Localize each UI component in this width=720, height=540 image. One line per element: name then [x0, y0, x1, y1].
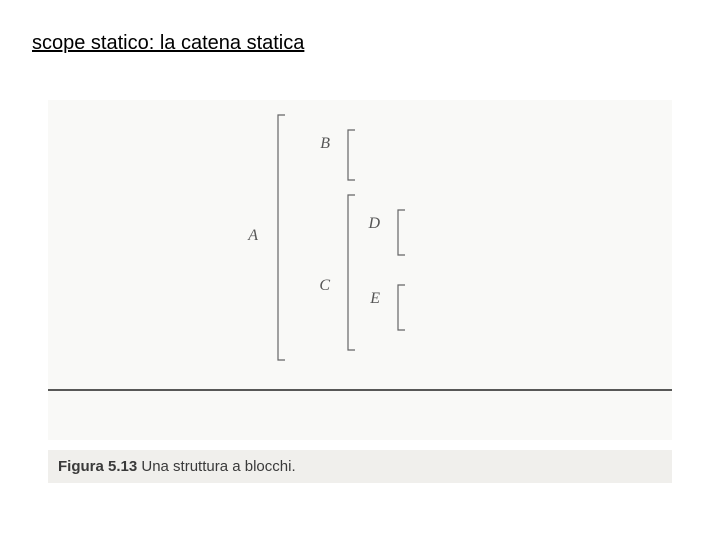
bracket-label-c: C — [319, 277, 330, 294]
bracket-d — [398, 210, 405, 255]
caption-text: Una struttura a blocchi. — [137, 458, 295, 475]
bracket-b — [348, 130, 355, 180]
bracket-c — [348, 195, 355, 350]
page-title: scope statico: la catena statica — [32, 32, 304, 55]
figure-area: A B C D E — [48, 100, 672, 440]
figure-caption: Figura 5.13 Una struttura a blocchi. — [48, 450, 672, 483]
bracket-label-e: E — [369, 290, 380, 307]
bracket-label-d: D — [367, 215, 380, 232]
bracket-label-b: B — [320, 135, 330, 152]
caption-label: Figura 5.13 — [58, 458, 137, 475]
bracket-a — [278, 115, 285, 360]
block-structure-diagram: A B C D E — [48, 100, 672, 440]
bracket-label-a: A — [247, 227, 258, 244]
bracket-e — [398, 285, 405, 330]
